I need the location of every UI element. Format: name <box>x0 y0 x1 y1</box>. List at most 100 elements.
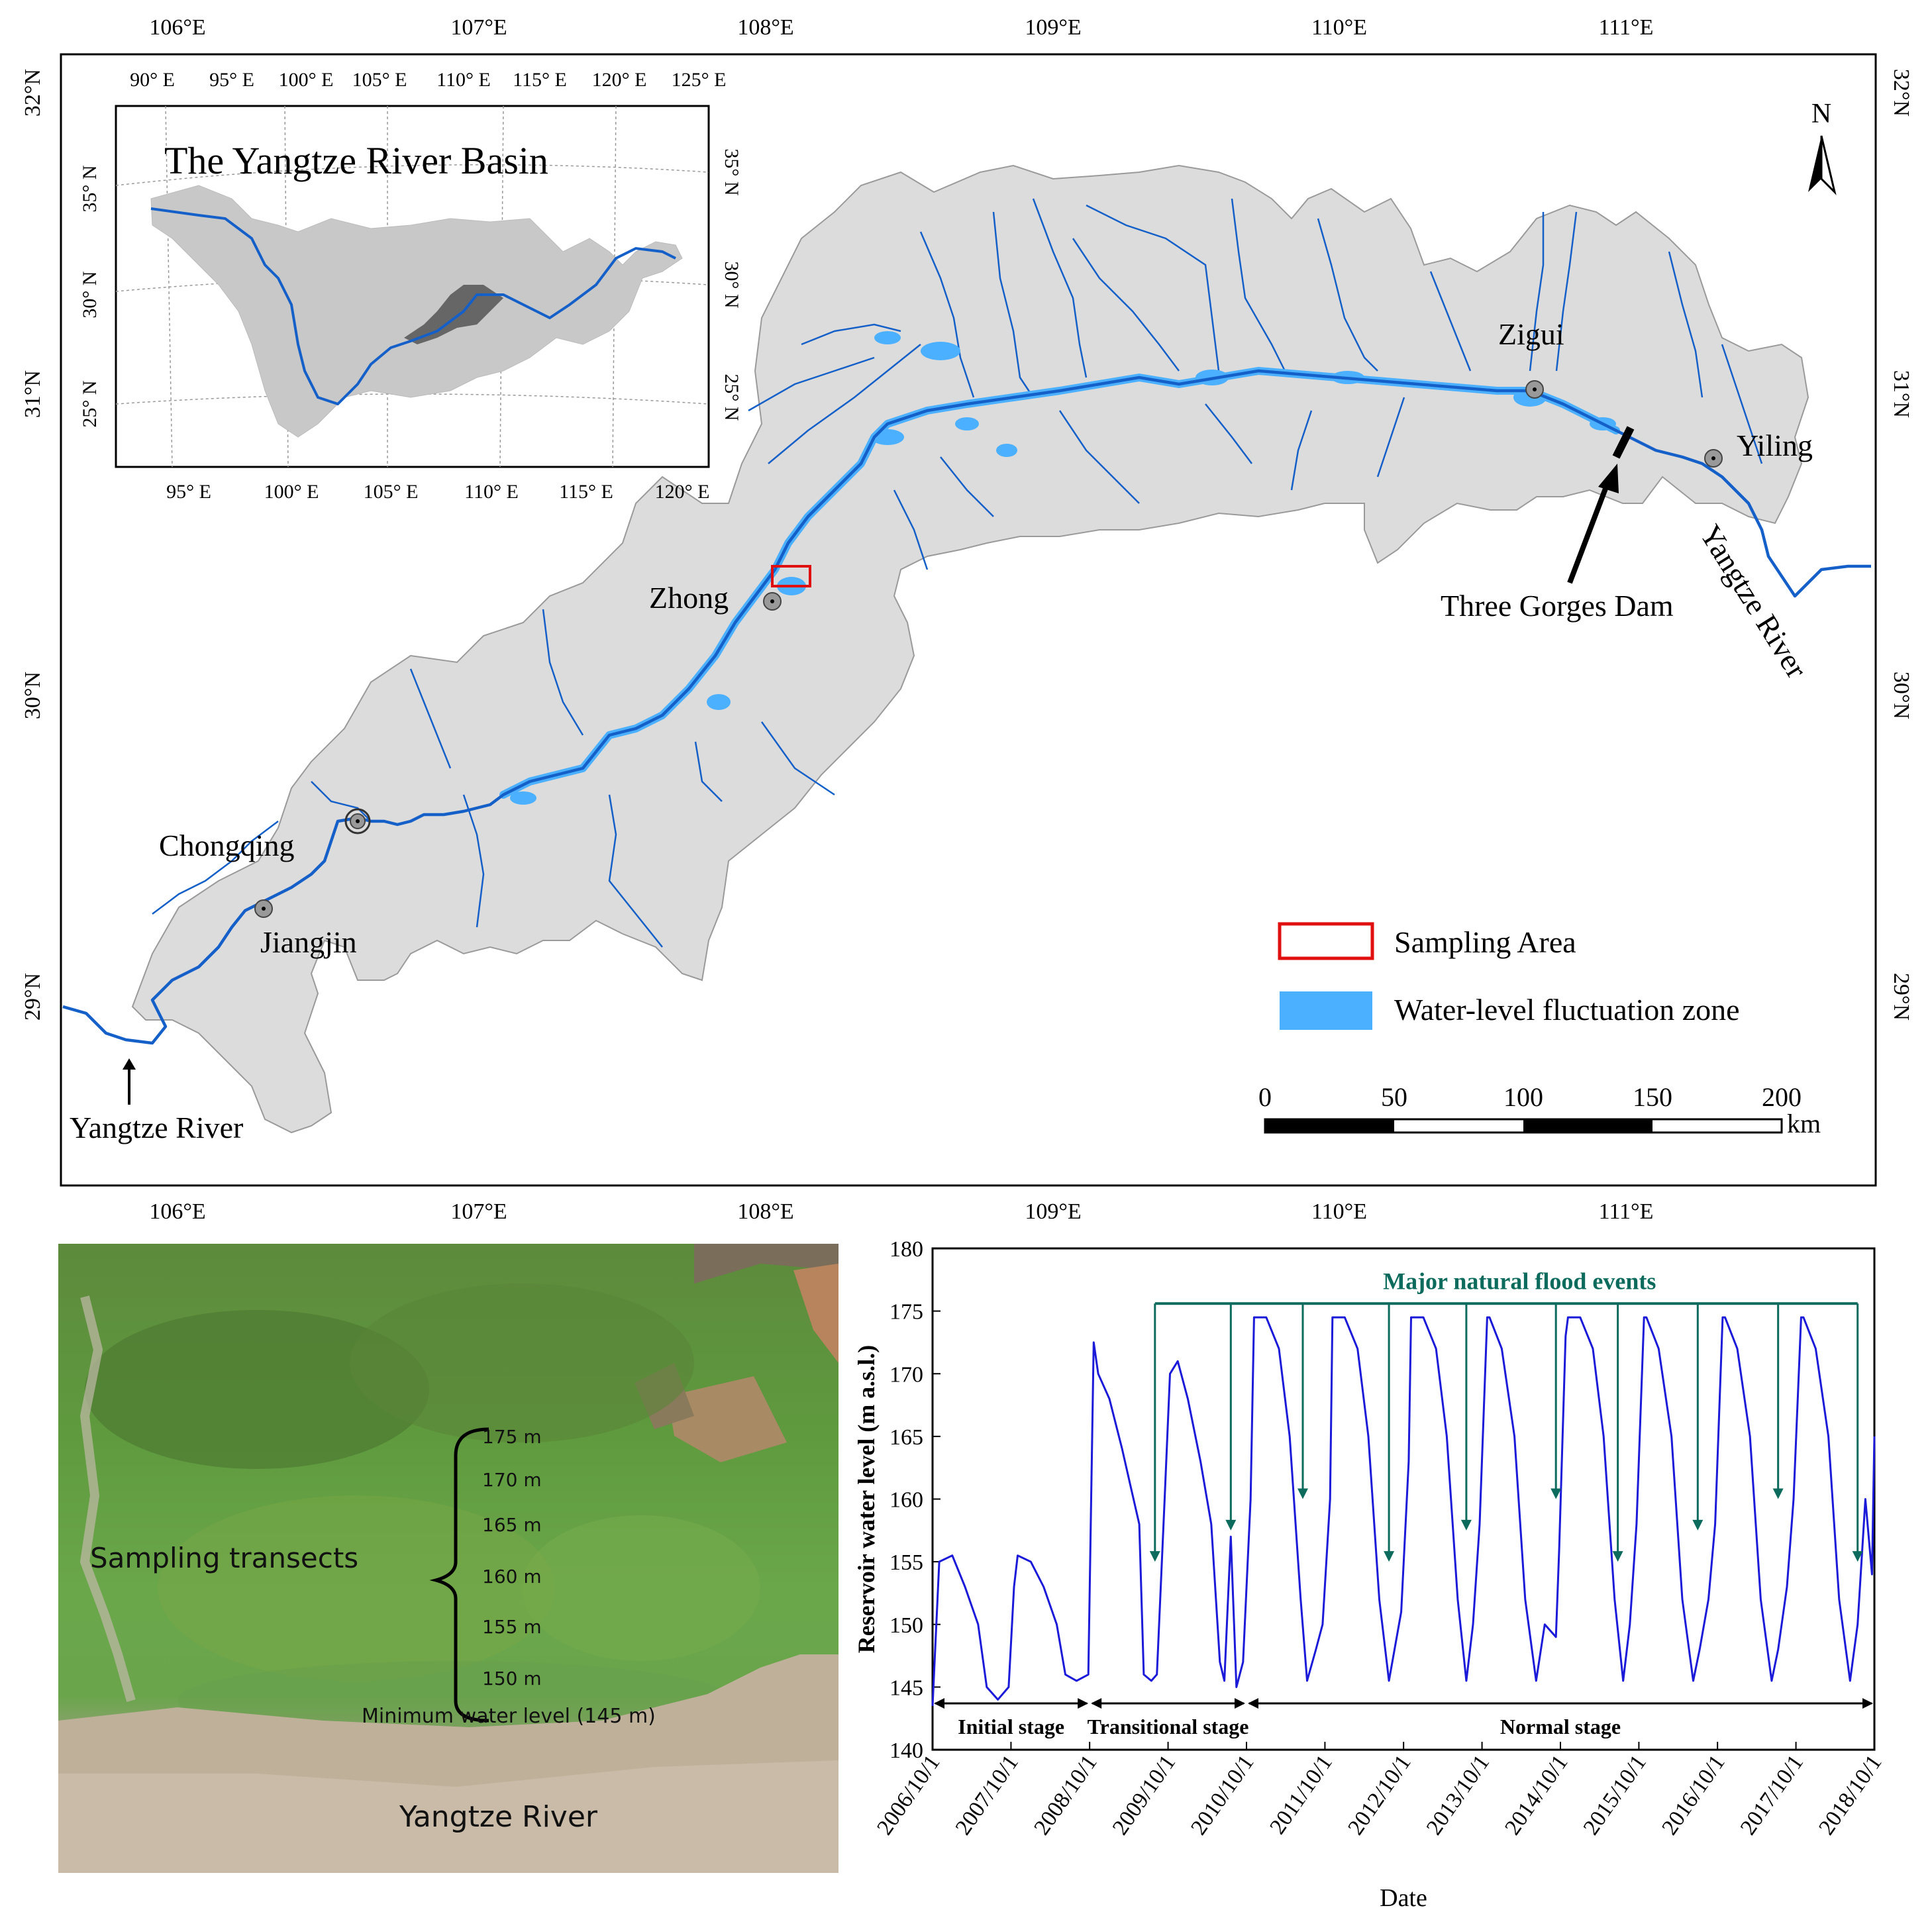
inset-lon-top-95: 95° E <box>209 69 254 91</box>
inset-labels: The Yangtze River Basin 90° E 95° E 100°… <box>79 69 742 503</box>
flood-event-arrowhead <box>1612 1551 1623 1562</box>
x-tick-label: 2011/10/1 <box>1265 1750 1337 1838</box>
yiling-marker <box>1704 449 1723 468</box>
transect-brace <box>429 1427 489 1723</box>
flood-event-arrowhead <box>1551 1488 1562 1499</box>
lon-label-top-106: 106°E <box>149 15 205 40</box>
flood-event-arrowhead <box>1460 1519 1472 1531</box>
stage-arrow-left <box>934 1697 944 1709</box>
water-level-chart: 140 145 150 155 160 165 170 175 180 2006/10/1 2007… <box>853 1237 1887 1912</box>
inset-tgr-region <box>404 285 503 344</box>
scale-bar <box>1264 1118 1783 1134</box>
tributaries <box>152 198 1763 948</box>
lon-label-bottom-109: 109°E <box>1025 1199 1081 1224</box>
lat-label-right-30: 30°N <box>1889 672 1913 719</box>
inset-lat-left-25: 25° N <box>79 380 101 427</box>
inset-lat-left-35: 35° N <box>79 165 101 212</box>
inset-map: The Yangtze River Basin 90° E 95° E 100°… <box>79 69 742 503</box>
inset-lon-top-120: 120° E <box>592 69 647 91</box>
stage-arrow-right <box>1078 1697 1089 1709</box>
zhong-marker <box>763 592 782 611</box>
place-label-jiangjin: Jiangjin <box>260 925 357 959</box>
flood-event-arrowhead <box>1772 1488 1784 1499</box>
legend-wlfz-swatch <box>1280 991 1372 1030</box>
legend-sampling-label: Sampling Area <box>1394 925 1576 959</box>
place-label-zhong: Zhong <box>649 581 729 615</box>
main-map: N Zigui Yiling Zhong Chongqing Jiangjin … <box>21 15 1913 1224</box>
x-tick-label: 2016/10/1 <box>1657 1750 1729 1839</box>
y-tick-label: 170 <box>890 1362 923 1387</box>
x-tick-label: 2013/10/1 <box>1422 1750 1494 1839</box>
stage-label: Transitional stage <box>1088 1715 1249 1738</box>
flood-event-arrowhead <box>1852 1551 1863 1562</box>
stage-arrow-right <box>1235 1697 1245 1709</box>
y-tick-label: 180 <box>890 1237 923 1262</box>
lat-label-left-31: 31°N <box>21 370 45 418</box>
photo-elev-155: 155 m <box>482 1616 542 1638</box>
y-tick-label: 150 <box>890 1613 923 1638</box>
inset-lon-top-100: 100° E <box>279 69 334 91</box>
inset-lat-right-30: 30° N <box>721 261 742 308</box>
inset-lon-top-90: 90° E <box>130 69 175 91</box>
lat-label-right-31: 31°N <box>1889 370 1913 418</box>
lon-label-top-111: 111°E <box>1599 15 1654 40</box>
inset-lon-top-115: 115° E <box>513 69 567 91</box>
north-label: N <box>1811 99 1831 129</box>
lon-label-top-107: 107°E <box>450 15 507 40</box>
lon-label-top-109: 109°E <box>1025 15 1081 40</box>
flood-event-arrowhead <box>1384 1551 1395 1562</box>
photo-min-level: Minimum water level (145 m) <box>362 1705 656 1728</box>
photo-elev-175: 175 m <box>482 1426 542 1448</box>
place-label-zigui: Zigui <box>1498 317 1564 351</box>
jiangjin-marker <box>254 899 273 918</box>
stage-label: Initial stage <box>958 1715 1064 1738</box>
lat-label-right-32: 32°N <box>1889 69 1913 117</box>
inset-lat-right-35: 35° N <box>721 148 742 195</box>
inset-lon-bottom-115: 115° E <box>559 481 613 503</box>
x-tick-label: 2012/10/1 <box>1343 1750 1415 1839</box>
scale-tick-50: 50 <box>1381 1082 1407 1112</box>
lon-label-bottom-111: 111°E <box>1599 1199 1654 1224</box>
lat-label-left-32: 32°N <box>21 69 45 117</box>
y-tick-label: 175 <box>890 1300 923 1325</box>
graticule-labels: 106°E 107°E 108°E 109°E 110°E 111°E 106°… <box>21 15 1913 1224</box>
inset-basin <box>150 185 683 438</box>
flood-event-arrowhead <box>1297 1488 1309 1499</box>
inset-yangtze <box>150 207 676 406</box>
map-legend <box>1278 922 1374 1030</box>
three-gorges-dam <box>1567 426 1635 584</box>
inset-lon-bottom-105: 105° E <box>364 481 419 503</box>
photo-elev-165: 165 m <box>482 1514 542 1536</box>
lat-label-left-30: 30°N <box>21 672 45 719</box>
lon-label-top-108: 108°E <box>737 15 793 40</box>
inset-lon-bottom-95: 95° E <box>166 481 211 503</box>
inset-lon-bottom-100: 100° E <box>264 481 319 503</box>
x-tick-label: 2009/10/1 <box>1108 1750 1180 1839</box>
aerial-photo: Sampling transects 175 m 170 m 165 m 160… <box>58 1244 839 1873</box>
city-markers <box>254 380 1723 918</box>
legend-sampling-swatch <box>1278 922 1374 960</box>
zigui-marker <box>1525 380 1544 399</box>
x-tick-label: 2008/10/1 <box>1029 1750 1101 1839</box>
lon-label-bottom-108: 108°E <box>737 1199 793 1224</box>
stage-arrow-left <box>1091 1697 1102 1709</box>
lat-label-left-29: 29°N <box>21 973 45 1021</box>
x-tick-label: 2017/10/1 <box>1736 1750 1808 1839</box>
x-axis-title: Date <box>1380 1884 1427 1912</box>
inset-lon-top-105: 105° E <box>352 69 407 91</box>
photo-elev-160: 160 m <box>482 1566 542 1587</box>
photo-transects-label: Sampling transects <box>90 1542 359 1574</box>
inset-lat-left-30: 30° N <box>79 271 101 318</box>
chart-plot-frame <box>931 1247 1876 1751</box>
scale-tick-150: 150 <box>1633 1082 1672 1112</box>
scale-tick-100: 100 <box>1503 1082 1543 1112</box>
three-gorges-label: Three Gorges Dam <box>1441 589 1674 623</box>
place-label-yiling: Yiling <box>1737 428 1813 462</box>
water-level-series-line <box>931 1316 1876 1706</box>
x-tick-label: 2018/10/1 <box>1814 1750 1886 1839</box>
stage-arrow-left <box>1248 1697 1258 1709</box>
y-tick-label: 155 <box>890 1550 923 1575</box>
scale-tick-200: 200 <box>1762 1082 1802 1112</box>
x-tick-label: 2007/10/1 <box>951 1750 1023 1839</box>
